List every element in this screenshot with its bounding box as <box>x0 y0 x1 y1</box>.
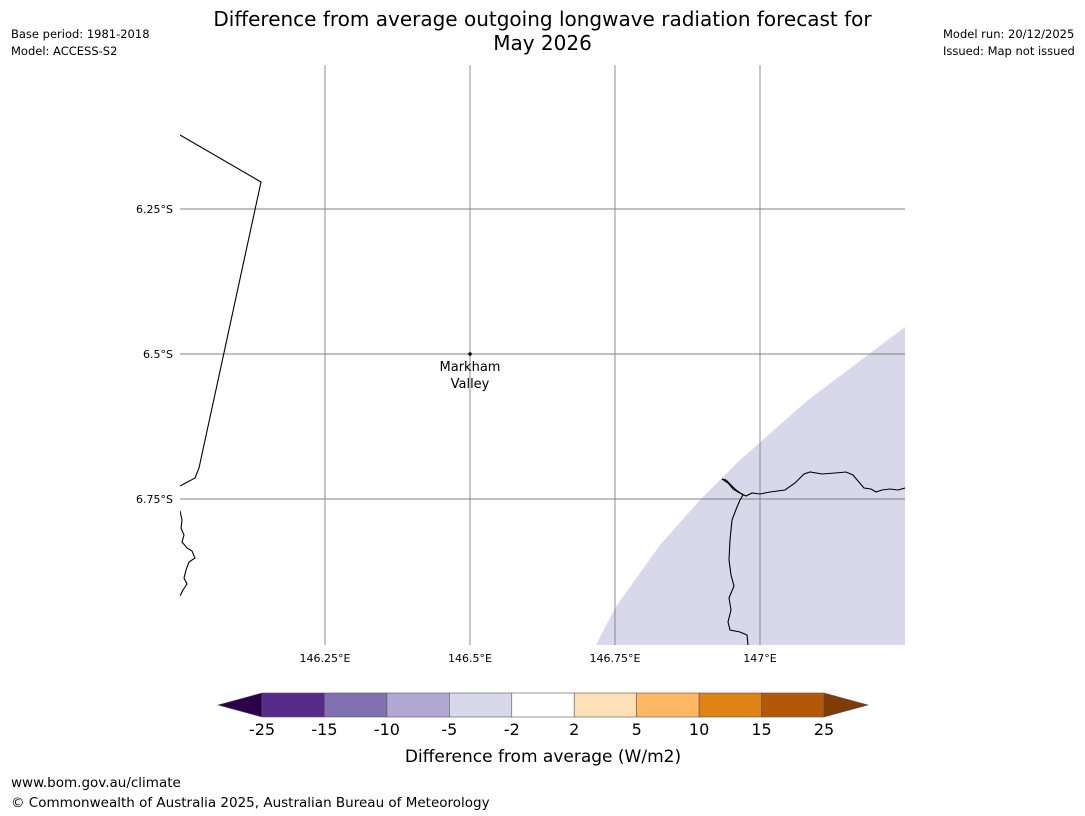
colorbar-tick-label: -25 <box>249 720 275 739</box>
colorbar-tick-label: 25 <box>814 720 834 739</box>
meta-left: Base period: 1981-2018 Model: ACCESS-S2 <box>11 26 150 60</box>
location-marker <box>468 352 472 356</box>
location-label-line1: Markham <box>440 360 501 375</box>
colorbar-tick-label: -10 <box>374 720 400 739</box>
colorbar-bin <box>636 692 700 718</box>
map-title: Difference from average outgoing longwav… <box>190 7 895 55</box>
title-line-1: Difference from average outgoing longwav… <box>213 7 872 31</box>
colorbar-tick-label: 2 <box>569 720 579 739</box>
footer-url: www.bom.gov.au/climate <box>11 775 181 791</box>
coastlines <box>180 134 905 645</box>
colorbar-over-arrow <box>823 692 870 718</box>
meta-right: Model run: 20/12/2025 Issued: Map not is… <box>943 26 1075 60</box>
title-line-2: May 2026 <box>493 31 592 55</box>
model-run-text: Model run: 20/12/2025 <box>943 27 1075 41</box>
lat-tick-label: 6.5°S <box>143 348 173 361</box>
colorbar-bin <box>698 692 762 718</box>
colorbar: -25 -15 -10 -5 -2 2 5 10 15 25 Difference from av… <box>216 692 870 767</box>
colorbar-bins <box>261 692 825 718</box>
lat-tick-labels: 6.25°S 6.5°S 6.75°S <box>136 203 173 506</box>
colorbar-bin <box>261 692 325 718</box>
map-plot-area: Markham Valley <box>180 65 905 645</box>
colorbar-bin <box>449 692 513 718</box>
colorbar-bin <box>573 692 637 718</box>
lat-tick-label: 6.75°S <box>136 493 173 506</box>
lon-tick-label: 146.25°E <box>300 652 351 665</box>
issued-text: Issued: Map not issued <box>943 44 1075 58</box>
colorbar-tick-label: -2 <box>504 720 520 739</box>
footer-copyright: © Commonwealth of Australia 2025, Austra… <box>11 795 490 811</box>
colorbar-under-arrow <box>216 692 263 718</box>
colorbar-tick-label: 15 <box>751 720 771 739</box>
location-label-line2: Valley <box>451 377 490 392</box>
colorbar-tick-label: 10 <box>689 720 709 739</box>
colorbar-bin <box>761 692 825 718</box>
lon-tick-label: 146.75°E <box>590 652 641 665</box>
coast-east <box>721 471 905 645</box>
colorbar-bin <box>386 692 450 718</box>
colorbar-bin <box>511 692 575 718</box>
colorbar-tick-labels: -25 -15 -10 -5 -2 2 5 10 15 25 <box>249 720 834 739</box>
colorbar-tick-label: 5 <box>632 720 642 739</box>
base-period-text: Base period: 1981-2018 <box>11 27 150 41</box>
lon-tick-labels: 146.25°E 146.5°E 146.75°E 147°E <box>300 652 777 665</box>
lon-tick-label: 146.5°E <box>448 652 492 665</box>
colorbar-tick-label: -5 <box>441 720 457 739</box>
model-text: Model: ACCESS-S2 <box>11 44 118 58</box>
graticule <box>180 65 905 645</box>
border-line-west <box>180 134 262 487</box>
colorbar-label: Difference from average (W/m2) <box>405 747 681 767</box>
colorbar-tick-label: -15 <box>311 720 337 739</box>
lat-tick-label: 6.25°S <box>136 203 173 216</box>
colorbar-bin <box>324 692 388 718</box>
lon-tick-label: 147°E <box>743 652 776 665</box>
coast-west-fragment <box>180 510 196 597</box>
anomaly-region <box>596 327 905 645</box>
